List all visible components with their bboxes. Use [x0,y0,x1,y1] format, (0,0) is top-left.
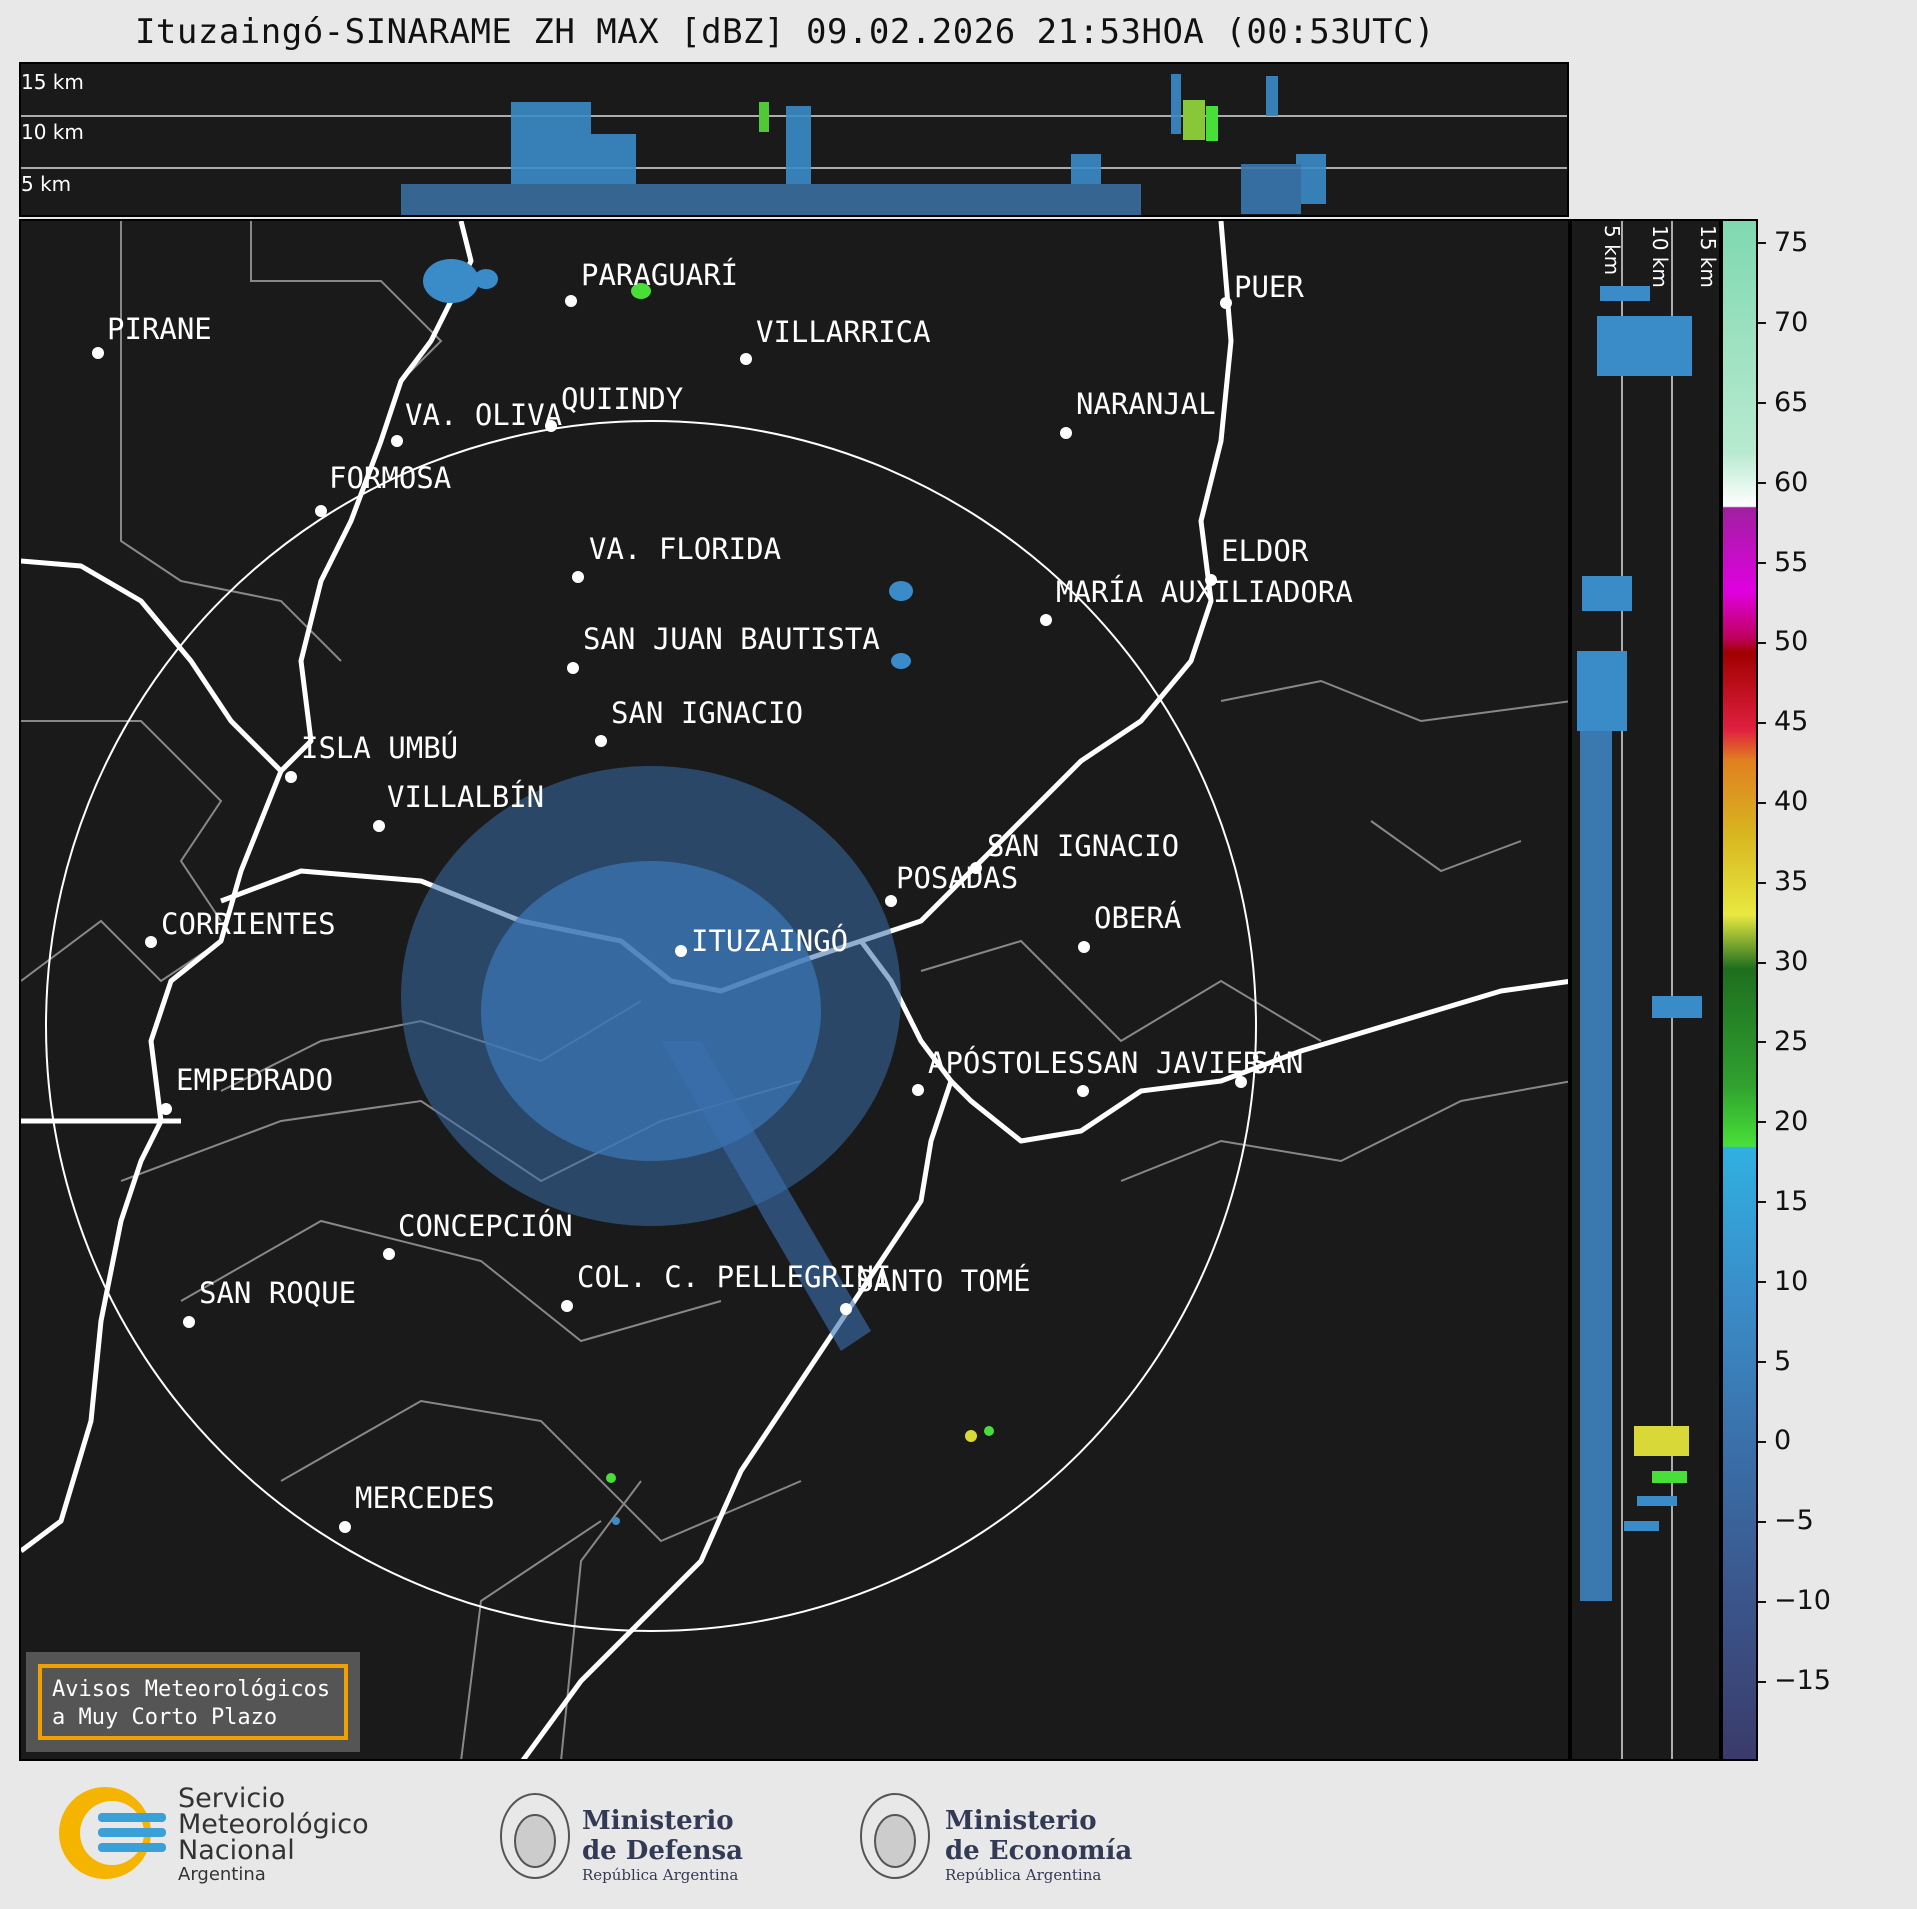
city-label: PARAGUARÍ [581,258,738,292]
radar-echoes [401,259,994,1525]
defensa-shield-icon [500,1793,570,1879]
city-label: SAN IGNACIO [611,696,803,730]
echo-green [759,102,769,132]
colorbar-tick-label: 65 [1758,387,1858,418]
colorbar-tick-label: 25 [1758,1026,1858,1057]
top-alt-label: 5 km [21,172,72,196]
side-alt-label: 5 km [1600,225,1624,276]
defensa-line3: República Argentina [582,1866,739,1884]
echo-green [1652,1471,1687,1483]
city-label: FORMOSA [329,461,451,495]
colorbar-tick-label: 70 [1758,307,1858,338]
city-label: ISLA UMBÚ [301,731,458,765]
colorbar-tick-label: 60 [1758,467,1858,498]
aviso-line2: a Muy Corto Plazo [52,1705,278,1730]
city-label: SANTO TOMÉ [856,1264,1031,1298]
city-label: APÓSTOLES [928,1046,1085,1080]
echo-yellow [1634,1426,1689,1456]
economia-line3: República Argentina [945,1866,1102,1884]
city-label: POSADAS [896,861,1018,895]
footer-logos: Servicio Meteorológico Nacional Argentin… [0,1761,1917,1909]
top-alt-label: 10 km [21,120,84,144]
city-label: NARANJAL [1076,387,1216,421]
top-echoes [401,74,1326,215]
smn-line1: Servicio [178,1783,286,1814]
city-label: SAN JAVIER [1086,1046,1261,1080]
city-label: ITUZAINGÓ [691,924,848,958]
colorbar-tick-label: −10 [1758,1585,1858,1616]
economia-logo-text: Ministerio de Economía República Argenti… [945,1806,1132,1884]
economia-line2: de Economía [945,1836,1133,1866]
map-title: Ituzaingó-SINARAME ZH MAX [dBZ] 09.02.20… [134,12,1436,52]
city-label: VILLARRICA [756,315,931,349]
city-label: SAN IGNACIO [987,829,1179,863]
side-echoes [1577,286,1702,1601]
defensa-logo-text: Ministerio de Defensa República Argentin… [582,1806,743,1884]
colorbar-tick-label: 20 [1758,1106,1858,1137]
city-label: QUIINDY [561,382,683,416]
city-label: MARÍA AUXILIADORA [1056,575,1353,609]
colorbar-tick-label: −15 [1758,1665,1858,1696]
economia-line1: Ministerio [945,1806,1097,1836]
echo-yellow-green [1183,100,1205,140]
dbz-colorbar [1721,219,1758,1761]
colorbar-tick-label: 45 [1758,706,1858,737]
smn-line2: Meteorológico [178,1809,369,1840]
city-label: SAN [1251,1046,1303,1080]
colorbar-tick-label: 75 [1758,227,1858,258]
smn-logo-text: Servicio Meteorológico Nacional Argentin… [178,1783,369,1886]
economia-shield-icon [860,1793,930,1879]
smn-logo-icon [59,1787,166,1879]
top-crosssection-panel: 15 km 10 km 5 km [19,62,1569,217]
radar-map[interactable]: PIRANE PARAGUARÍ VILLARRICA QUIINDY VA. … [19,219,1570,1761]
colorbar-svg [1723,221,1756,1759]
aviso-box[interactable]: Avisos Meteorológicos a Muy Corto Plazo [26,1652,360,1752]
city-label: ELDOR [1221,534,1309,568]
defensa-line1: Ministerio [582,1806,734,1836]
smn-line3: Nacional [178,1835,295,1866]
city-label: SAN JUAN BAUTISTA [583,622,880,656]
echo-green [1206,106,1218,141]
colorbar-tick-label: 15 [1758,1186,1858,1217]
colorbar-tick-label: 5 [1758,1346,1858,1377]
top-crosssection-svg [21,74,1567,215]
side-alt-label: 10 km [1648,225,1672,288]
city-label: OBERÁ [1094,901,1181,935]
colorbar-tick-label: 0 [1758,1425,1858,1456]
city-label: EMPEDRADO [176,1063,333,1097]
colorbar-tick-label: 30 [1758,946,1858,977]
city-label: MERCEDES [355,1481,495,1515]
colorbar-tick-label: 40 [1758,786,1858,817]
aviso-line1: Avisos Meteorológicos [52,1677,331,1702]
city-markers [92,295,1247,1533]
colorbar-tick-label: 55 [1758,547,1858,578]
city-label: PIRANE [107,312,212,346]
aviso-inner: Avisos Meteorológicos a Muy Corto Plazo [38,1664,348,1740]
radar-map-svg: PIRANE PARAGUARÍ VILLARRICA QUIINDY VA. … [21,221,1568,1759]
colorbar-tick-label: −5 [1758,1505,1858,1536]
city-label: COL. C. PELLEGRINI [577,1260,891,1294]
city-label: SAN ROQUE [199,1276,356,1310]
city-label: PUER [1234,270,1304,304]
side-crosssection-panel: 5 km 10 km 15 km [1570,219,1721,1761]
defensa-line2: de Defensa [582,1836,743,1866]
city-label: VA. FLORIDA [589,532,781,566]
city-label: CONCEPCIÓN [398,1209,573,1243]
side-alt-label: 15 km [1696,225,1720,288]
colorbar-tick-label: 10 [1758,1266,1858,1297]
side-crosssection-svg [1577,221,1702,1759]
city-label: CORRIENTES [161,907,336,941]
range-ring [45,420,1257,1632]
logos-svg [59,1787,930,1879]
city-label: VILLALBÍN [387,780,544,814]
colorbar-tick-label: 35 [1758,866,1858,897]
top-alt-label: 15 km [21,70,84,94]
city-labels: PIRANE PARAGUARÍ VILLARRICA QUIINDY VA. … [107,258,1353,1515]
smn-line4: Argentina [178,1864,266,1885]
city-label: VA. OLIVA [405,398,562,432]
colorbar-ticks: 75 70 65 60 55 50 45 40 35 30 25 20 15 10 5 0 −5 −10 −15 [1758,219,1858,1761]
colorbar-tick-label: 50 [1758,626,1858,657]
